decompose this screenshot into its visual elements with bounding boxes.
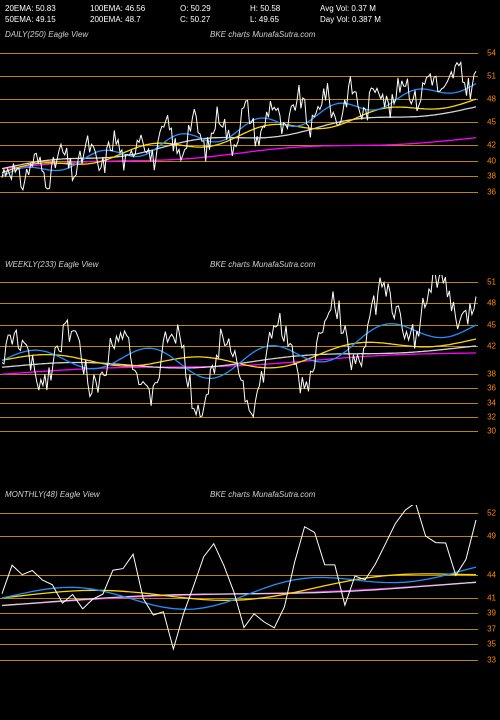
panel-title-left: MONTHLY(48) Eagle View [5,490,100,499]
series-price [2,505,476,649]
series-ema100 [2,582,476,605]
panel-title-left: WEEKLY(233) Eagle View [5,260,98,269]
dayvol-label: Day Vol: 0.387 M [320,15,381,24]
open-label: O: 50.29 [180,4,211,13]
high-label: H: 50.58 [250,4,280,13]
avgvol-label: Avg Vol: 0.37 M [320,4,376,13]
chart-svg [0,45,500,215]
ema100-label: 100EMA: 46.56 [90,4,145,13]
panel-monthly: MONTHLY(48) Eagle View BKE charts MunafaS… [0,490,500,690]
chart-area: 3335373941444952 [0,505,500,675]
panel-title-left: DAILY(250) Eagle View [5,30,88,39]
series-price [2,62,476,189]
panel-title-center: BKE charts MunafaSutra.com [210,30,315,39]
ema20-label: 20EMA: 50.83 [5,4,56,13]
ema50-label: 50EMA: 49.15 [5,15,56,24]
chart-area: 3638404245485154 [0,45,500,215]
panel-weekly: WEEKLY(233) Eagle View BKE charts MunafaS… [0,260,500,460]
close-label: C: 50.27 [180,15,210,24]
root: 20EMA: 50.83 100EMA: 46.56 O: 50.29 H: 5… [0,0,500,720]
low-label: L: 49.65 [250,15,279,24]
panel-daily: DAILY(250) Eagle View BKE charts MunafaSu… [0,30,500,230]
chart-svg [0,505,500,675]
chart-svg [0,275,500,445]
panel-title-center: BKE charts MunafaSutra.com [210,490,315,499]
chart-area: 303234363842454851 [0,275,500,445]
series-ema20 [2,324,476,379]
ema200-label: 200EMA: 48.7 [90,15,141,24]
panel-title-center: BKE charts MunafaSutra.com [210,260,315,269]
